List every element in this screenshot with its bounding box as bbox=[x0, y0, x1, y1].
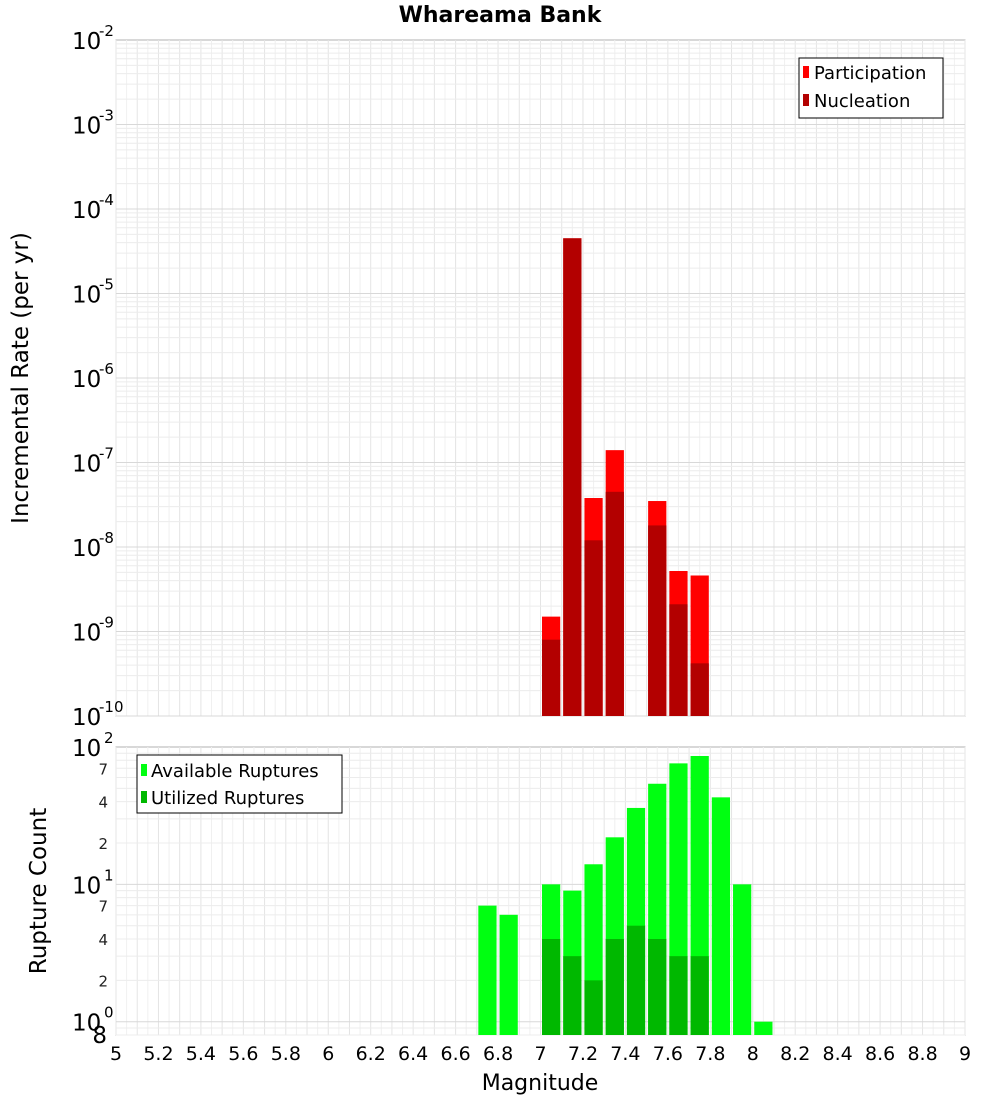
x-tick-label: 8.2 bbox=[780, 1043, 810, 1065]
bar-available-ruptures bbox=[478, 905, 497, 1035]
y-tick-exponent: -6 bbox=[99, 360, 114, 378]
bar-utilized-ruptures bbox=[584, 980, 603, 1035]
bar-utilized-ruptures bbox=[626, 925, 646, 1035]
y-tick-exponent: 1 bbox=[104, 866, 114, 884]
y-tick-base: 10 bbox=[72, 367, 101, 393]
y-tick-exponent: 0 bbox=[104, 1004, 114, 1022]
x-axis-label: Magnitude bbox=[482, 1071, 599, 1096]
top-legend-box bbox=[798, 57, 944, 119]
y-minor-tick-label: 7 bbox=[98, 898, 108, 916]
y-tick-exponent: 2 bbox=[104, 729, 114, 747]
x-tick-label: 5.8 bbox=[271, 1043, 301, 1065]
bar-nucleation bbox=[584, 540, 603, 716]
x-tick-label: 5.6 bbox=[228, 1043, 258, 1065]
bottom-y-axis-label: Rupture Count bbox=[26, 808, 52, 974]
bottom-legend: Available Ruptures Utilized Ruptures bbox=[136, 754, 343, 814]
y-tick-base: 10 bbox=[72, 283, 101, 309]
y-tick-base: 10 bbox=[72, 873, 101, 899]
y-tick-exponent: -8 bbox=[99, 529, 114, 547]
x-tick-label: 6 bbox=[322, 1043, 334, 1065]
bar-nucleation bbox=[563, 238, 582, 717]
top-legend: Participation Nucleation bbox=[798, 57, 944, 119]
y-tick-base: 10 bbox=[72, 114, 101, 140]
y-tick-exponent: -4 bbox=[99, 191, 114, 209]
y-minor-tick-label: 2 bbox=[98, 835, 108, 853]
bar-nucleation bbox=[648, 525, 667, 716]
bar-available-ruptures bbox=[499, 914, 518, 1035]
top-bars bbox=[542, 238, 709, 717]
x-tick-label: 8.8 bbox=[907, 1043, 937, 1065]
x-tick-label: 5.2 bbox=[143, 1043, 173, 1065]
y-bottom-tick-label: 8 bbox=[92, 1023, 107, 1049]
legend-label-nucleation: Nucleation bbox=[814, 91, 910, 112]
legend-swatch-nucleation bbox=[803, 94, 809, 106]
y-tick-exponent: -2 bbox=[99, 22, 114, 40]
legend-label-utilized: Utilized Ruptures bbox=[151, 788, 304, 809]
top-y-axis-label: Incremental Rate (per yr) bbox=[8, 232, 34, 524]
bar-available-ruptures bbox=[733, 884, 752, 1035]
x-tick-label: 7 bbox=[534, 1043, 546, 1065]
x-tick-label: 6.8 bbox=[483, 1043, 513, 1065]
y-tick-base: 10 bbox=[72, 29, 101, 55]
bar-nucleation bbox=[669, 604, 688, 716]
x-tick-label: 8.6 bbox=[865, 1043, 895, 1065]
x-tick-label: 6.2 bbox=[356, 1043, 386, 1065]
bar-nucleation bbox=[605, 491, 624, 716]
chart-title: Whareama Bank bbox=[399, 3, 603, 28]
top-gridlines bbox=[115, 40, 966, 717]
x-tick-label: 6.6 bbox=[440, 1043, 470, 1065]
y-tick-base: 10 bbox=[72, 452, 101, 478]
x-tick-label: 5.4 bbox=[186, 1043, 216, 1065]
bar-utilized-ruptures bbox=[648, 939, 667, 1035]
y-tick-base: 10 bbox=[72, 198, 101, 224]
bar-utilized-ruptures bbox=[669, 956, 688, 1035]
y-tick-base: 10 bbox=[72, 536, 101, 562]
bottom-bars bbox=[478, 755, 773, 1035]
y-tick-base: 10 bbox=[72, 736, 101, 762]
x-tick-label: 7.6 bbox=[653, 1043, 683, 1065]
y-minor-tick-label: 4 bbox=[98, 931, 108, 949]
x-tick-labels: 5 5.2 5.4 5.6 5.8 6 6.2 6.4 6.6 6.8 7 7.2 7.4 7.6 7.8 8… bbox=[110, 1043, 971, 1065]
x-tick-label: 8 bbox=[747, 1043, 759, 1065]
y-tick-base: 10 bbox=[72, 705, 101, 731]
bar-nucleation bbox=[690, 663, 709, 716]
y-tick-base: 10 bbox=[72, 1011, 101, 1037]
x-tick-label: 5 bbox=[110, 1043, 122, 1065]
bar-available-ruptures bbox=[711, 797, 731, 1035]
x-tick-label: 9 bbox=[959, 1043, 971, 1065]
y-tick-exponent: -3 bbox=[99, 107, 114, 125]
legend-swatch-utilized bbox=[141, 791, 147, 803]
y-tick-base: 10 bbox=[72, 621, 101, 647]
bar-available-ruptures bbox=[754, 1021, 773, 1035]
legend-label-available: Available Ruptures bbox=[151, 761, 319, 782]
bar-utilized-ruptures bbox=[605, 939, 624, 1035]
legend-swatch-available bbox=[141, 764, 147, 776]
x-tick-label: 7.2 bbox=[568, 1043, 598, 1065]
legend-label-participation: Participation bbox=[814, 63, 926, 84]
y-tick-exponent: -7 bbox=[99, 445, 114, 463]
y-minor-tick-label: 2 bbox=[98, 972, 108, 990]
y-tick-exponent: -5 bbox=[99, 276, 114, 294]
legend-swatch-participation bbox=[803, 66, 809, 78]
bar-nucleation bbox=[542, 639, 561, 716]
x-tick-label: 7.8 bbox=[695, 1043, 725, 1065]
y-minor-tick-label: 4 bbox=[98, 794, 108, 812]
x-tick-label: 6.4 bbox=[398, 1043, 428, 1065]
bar-utilized-ruptures bbox=[690, 956, 709, 1035]
y-minor-tick-label: 7 bbox=[98, 760, 108, 778]
x-tick-label: 8.4 bbox=[823, 1043, 853, 1065]
y-tick-exponent: -10 bbox=[99, 698, 124, 716]
y-tick-exponent: -9 bbox=[99, 614, 114, 632]
x-tick-label: 7.4 bbox=[610, 1043, 640, 1065]
bar-utilized-ruptures bbox=[563, 956, 582, 1035]
bar-utilized-ruptures bbox=[542, 939, 561, 1035]
bottom-legend-box bbox=[136, 754, 343, 814]
